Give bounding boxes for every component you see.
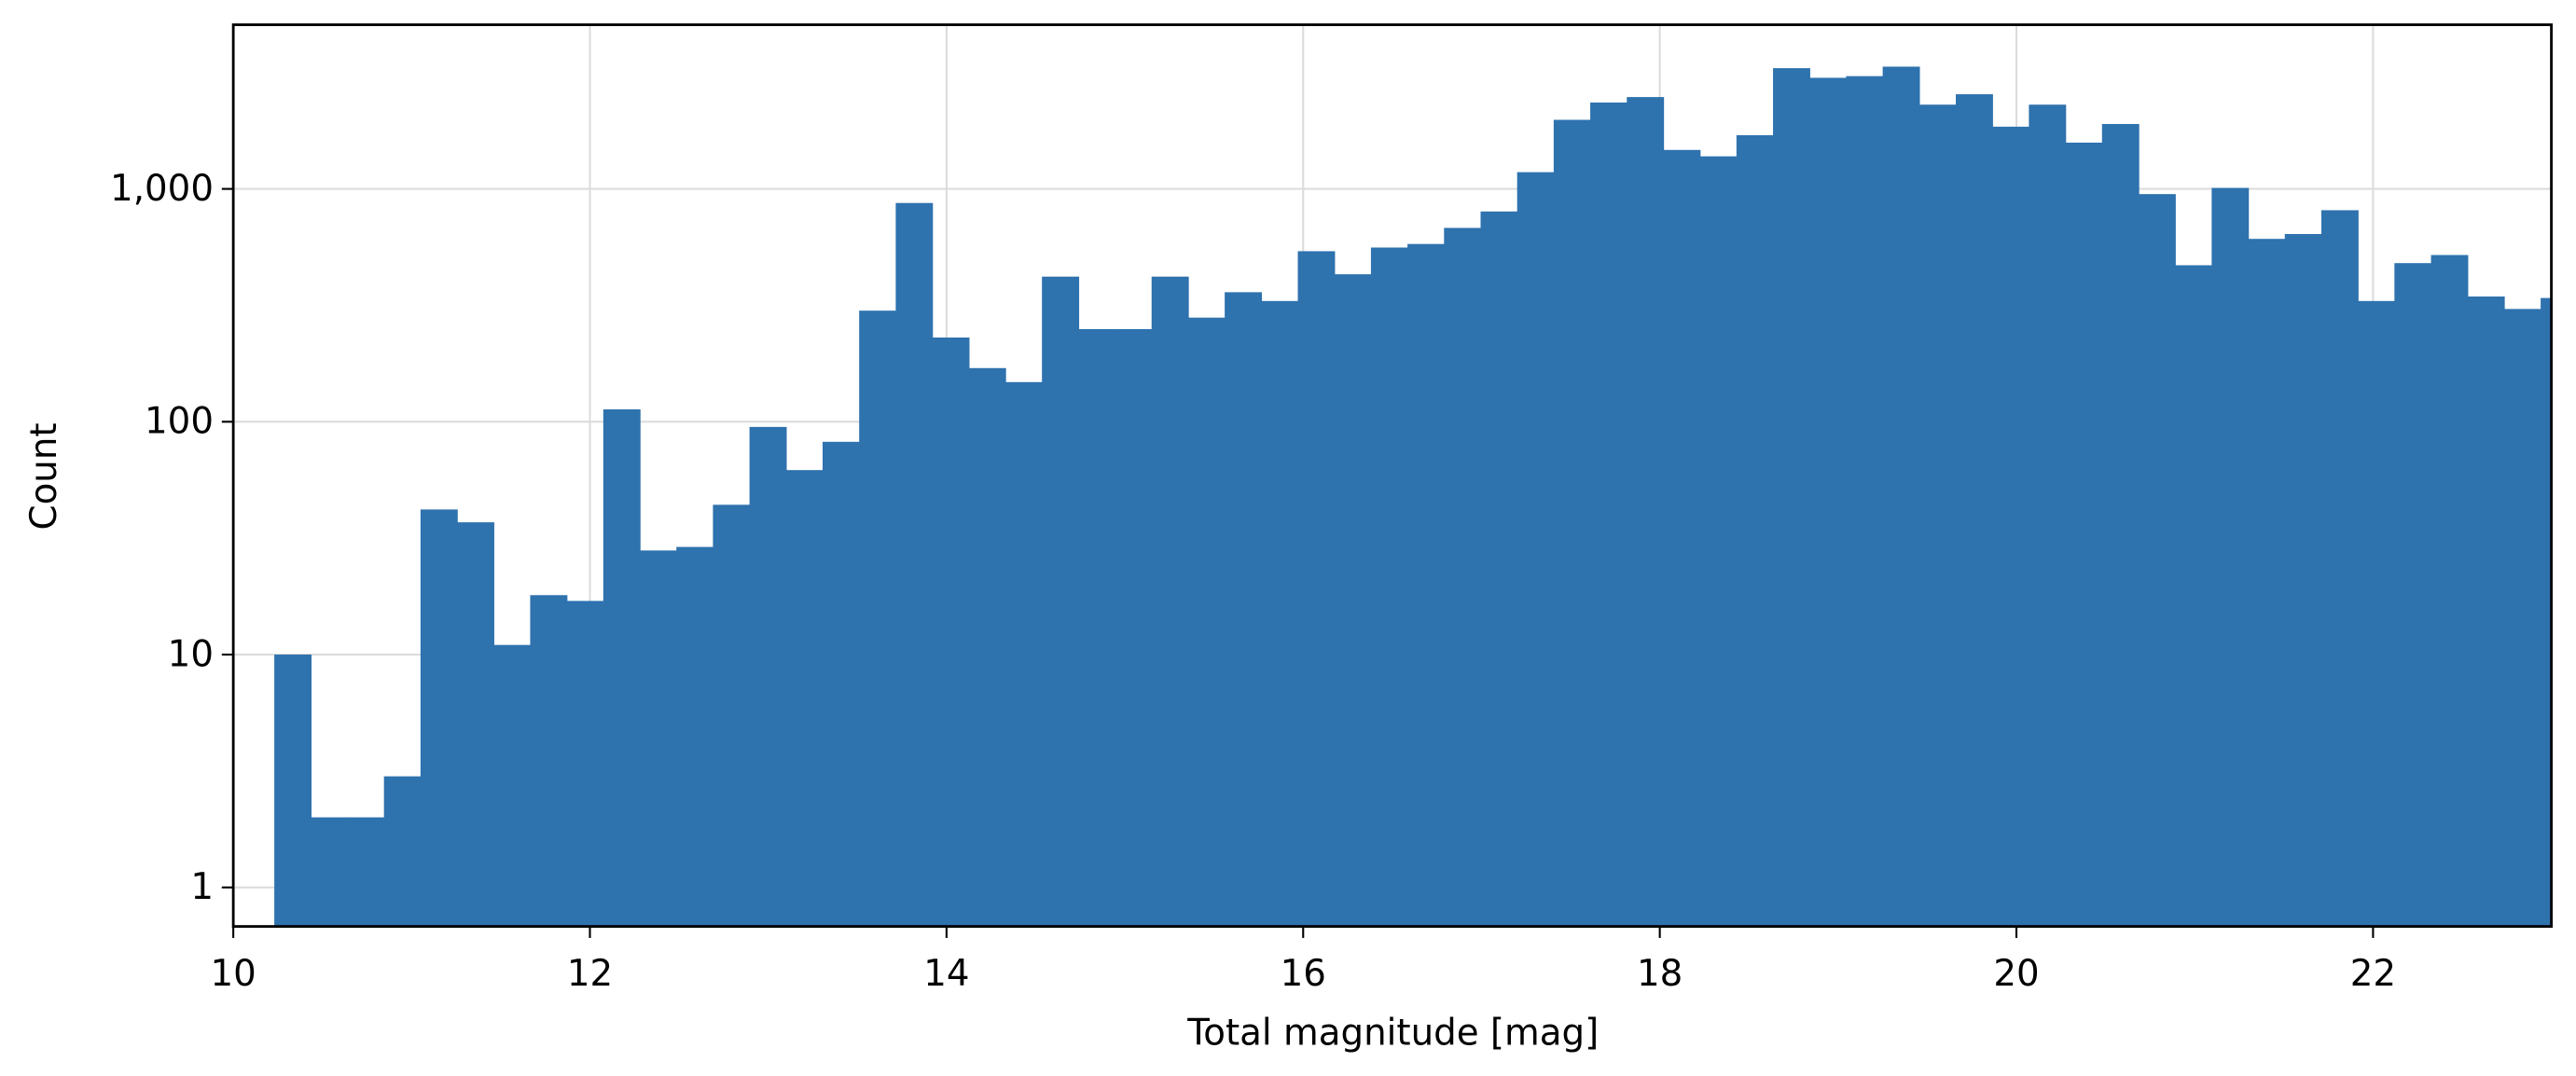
bar — [2211, 187, 2250, 927]
y-tick-label: 1 — [190, 866, 214, 908]
bar — [1627, 97, 1665, 927]
bar — [1918, 104, 1957, 927]
bar — [274, 655, 312, 927]
bar — [895, 202, 934, 927]
bar — [2284, 233, 2322, 927]
y-tick-label: 100 — [145, 401, 214, 443]
x-tick-label: 22 — [2350, 953, 2396, 995]
bar — [1151, 276, 1189, 927]
bar — [2503, 309, 2541, 927]
bar — [1663, 149, 1701, 927]
bar — [1773, 68, 1810, 927]
x-tick-label: 18 — [1637, 953, 1683, 995]
axes: 10 12 14 16 18 20 22 1 10 100 1,000 — [110, 23, 2553, 995]
bar — [1187, 317, 1226, 927]
x-tick-label: 10 — [210, 953, 256, 995]
bar — [2467, 297, 2505, 927]
bar — [566, 600, 604, 927]
x-axis-label: Total magnitude [mag] — [1186, 1012, 1599, 1054]
bar — [1004, 381, 1043, 927]
bar — [2431, 255, 2469, 927]
bar — [383, 776, 422, 927]
bar — [2394, 263, 2432, 927]
bar — [1699, 156, 1738, 927]
bar — [1736, 135, 1774, 927]
bar — [2101, 123, 2140, 927]
y-axis-label: Count — [23, 422, 65, 530]
bar — [1480, 211, 1518, 927]
bar — [1553, 119, 1591, 927]
bar — [493, 644, 532, 927]
bar — [968, 367, 1006, 927]
bar — [2065, 142, 2103, 927]
bar — [2138, 194, 2176, 927]
bar — [1042, 276, 1080, 927]
y-tick-label: 1,000 — [110, 168, 214, 210]
bar — [1590, 102, 1627, 927]
bar — [1992, 126, 2030, 927]
x-tick-label: 12 — [567, 953, 613, 995]
x-tick-label: 20 — [1993, 953, 2039, 995]
bar — [2358, 300, 2396, 927]
bar — [1846, 76, 1884, 927]
bar — [1078, 328, 1116, 927]
bar — [1370, 247, 1408, 927]
bar — [749, 426, 787, 927]
bar — [1882, 66, 1920, 927]
bar — [530, 595, 568, 927]
bar — [1261, 300, 1299, 927]
bar — [1444, 228, 1482, 927]
bar — [457, 522, 494, 927]
bar — [1334, 274, 1372, 927]
bars — [274, 66, 2552, 927]
bar — [932, 337, 970, 927]
bar — [823, 441, 860, 927]
bar — [2029, 104, 2067, 927]
bar — [602, 409, 641, 927]
bar — [713, 504, 751, 927]
x-tick-label: 14 — [923, 953, 969, 995]
bar — [347, 817, 385, 927]
y-tick-label: 10 — [168, 633, 214, 675]
bar — [676, 546, 714, 927]
bar — [1956, 94, 1993, 927]
bar — [2248, 239, 2286, 927]
bar — [311, 817, 349, 927]
bar — [420, 509, 458, 927]
bar — [785, 470, 824, 927]
bar — [1809, 77, 1848, 927]
bar — [1115, 328, 1153, 927]
bar — [2541, 297, 2552, 927]
bar — [1517, 172, 1555, 927]
bar — [640, 550, 677, 927]
plot-frame — [231, 23, 2553, 928]
bar — [859, 310, 897, 927]
bar — [2320, 210, 2359, 927]
x-tick-label: 16 — [1281, 953, 1326, 995]
bar — [1407, 243, 1446, 927]
bar — [2175, 265, 2213, 927]
bar — [1225, 292, 1263, 927]
bar — [1297, 251, 1336, 927]
